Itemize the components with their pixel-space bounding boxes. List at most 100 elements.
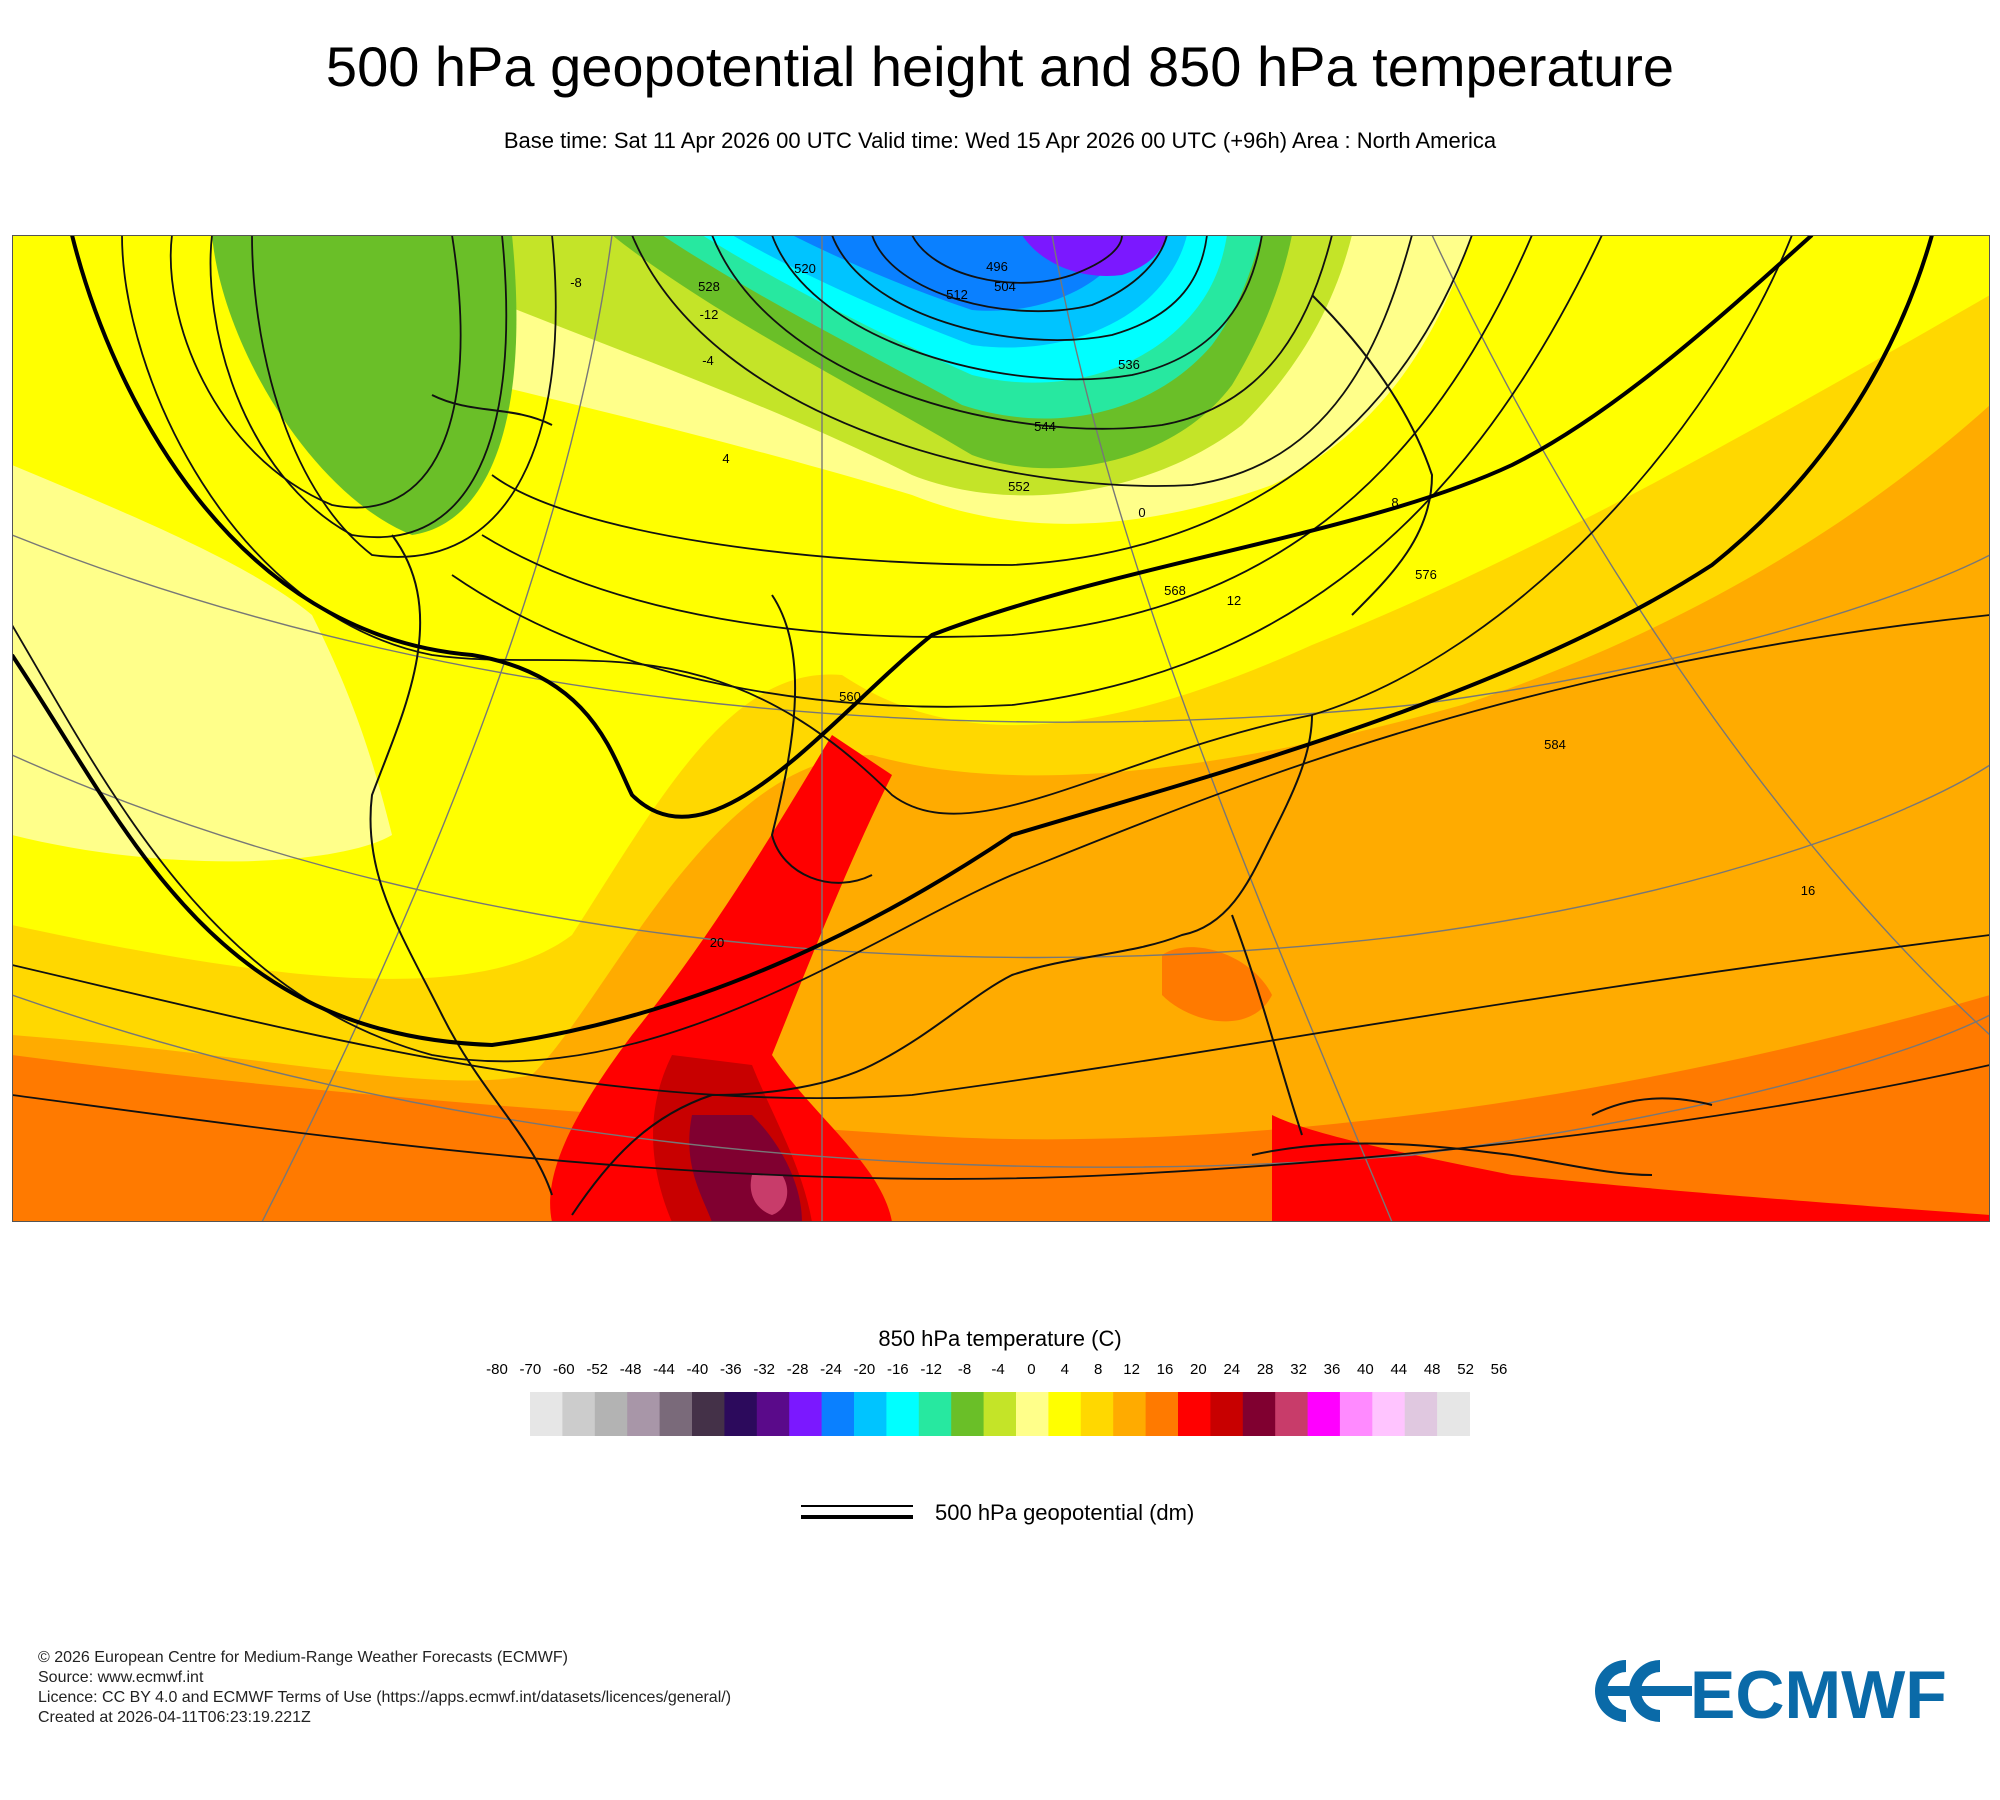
colorbar-tick: -12 <box>920 1361 942 1378</box>
colorbar-swatch <box>983 1392 1017 1436</box>
footer-created: Created at 2026-04-11T06:23:19.221Z <box>38 1709 311 1726</box>
temp-label-0: 0 <box>1138 505 1145 520</box>
height-label-512: 512 <box>946 287 968 302</box>
contour-legend-line <box>801 1505 913 1519</box>
colorbar-tick: 44 <box>1390 1361 1407 1378</box>
ecmwf-logo-text: ECMWF <box>1690 1657 1947 1726</box>
temp-band-20b <box>1272 1115 1990 1222</box>
colorbar-swatch <box>1210 1392 1244 1436</box>
colorbar-swatch <box>1113 1392 1147 1436</box>
temp-label-m12: -12 <box>700 307 719 322</box>
colorbar-tick: 48 <box>1424 1361 1441 1378</box>
colorbar-swatch <box>821 1392 855 1436</box>
colorbar-swatch <box>1404 1392 1438 1436</box>
colorbar-tick: -70 <box>520 1361 542 1378</box>
height-label-560: 560 <box>839 689 861 704</box>
height-label-552: 552 <box>1008 479 1030 494</box>
colorbar-tick: 4 <box>1061 1361 1069 1378</box>
height-label-528: 528 <box>698 279 720 294</box>
colorbar-swatch <box>1437 1392 1470 1436</box>
colorbar-tick: 32 <box>1290 1361 1307 1378</box>
colorbar-tick: 24 <box>1223 1361 1240 1378</box>
temp-label-16: 16 <box>1801 883 1815 898</box>
colorbar-tick: -52 <box>586 1361 608 1378</box>
chart-subtitle: Base time: Sat 11 Apr 2026 00 UTC Valid … <box>503 128 1497 153</box>
colorbar-tick: -32 <box>753 1361 775 1378</box>
contour-legend-label: 500 hPa geopotential (dm) <box>935 1500 1195 1525</box>
colorbar-tick: -36 <box>720 1361 742 1378</box>
colorbar-tick: -48 <box>620 1361 642 1378</box>
chart-title: 500 hPa geopotential height and 850 hPa … <box>325 35 1675 98</box>
temp-label-m4: -4 <box>702 353 714 368</box>
colorbar-tick: -80 <box>486 1361 508 1378</box>
colorbar-swatch <box>1307 1392 1341 1436</box>
colorbar-tick: -24 <box>820 1361 842 1378</box>
footer-source: Source: www.ecmwf.int <box>38 1669 204 1686</box>
colorbar-swatch <box>1048 1392 1082 1436</box>
map-labels: 496 504 512 520 528 536 544 552 560 568 … <box>570 259 1815 950</box>
colorbar-swatch <box>1372 1392 1406 1436</box>
colorbar-swatch <box>756 1392 790 1436</box>
colorbar-swatch <box>1080 1392 1114 1436</box>
colorbar-swatch <box>854 1392 887 1436</box>
temp-label-8: 8 <box>1391 495 1398 510</box>
temp-band-8 <box>12 235 1990 979</box>
colorbar-tick: -8 <box>958 1361 971 1378</box>
colorbar-swatch <box>789 1392 823 1436</box>
footer-copyright: © 2026 European Centre for Medium-Range … <box>38 1649 568 1666</box>
temp-band-20 <box>550 735 892 1222</box>
temp-label-20: 20 <box>710 935 724 950</box>
colorbar-tick: 40 <box>1357 1361 1374 1378</box>
forecast-map: 496 504 512 520 528 536 544 552 560 568 … <box>12 235 1990 1222</box>
colorbar-swatch <box>1145 1392 1179 1436</box>
height-label-520: 520 <box>794 261 816 276</box>
colorbar-swatch <box>659 1392 693 1436</box>
temp-label-12: 12 <box>1227 593 1241 608</box>
temp-band-20c <box>1162 947 1272 1022</box>
height-label-544: 544 <box>1034 419 1056 434</box>
colorbar-swatch <box>1016 1392 1049 1436</box>
colorbar-tick: 28 <box>1257 1361 1274 1378</box>
ecmwf-logo: ECMWF <box>1594 1657 1947 1726</box>
height-label-536: 536 <box>1118 357 1140 372</box>
colorbar-tick: 36 <box>1324 1361 1341 1378</box>
colorbar-tick: -60 <box>553 1361 575 1378</box>
colorbar-swatch <box>886 1392 920 1436</box>
colorbar-tick: -4 <box>991 1361 1004 1378</box>
temp-band-16 <box>12 995 1990 1222</box>
temp-band-32 <box>750 1175 788 1215</box>
temperature-colorbar: -80 -70 -60 -52 -48 -44 -40 -36 -32 -28 -24 -20 -16-… <box>486 1361 1507 1436</box>
colorbar-swatch <box>562 1392 596 1436</box>
temp-band-m4 <box>212 235 517 535</box>
colorbar-swatch <box>530 1392 563 1436</box>
colorbar-swatch <box>1242 1392 1276 1436</box>
colorbar-swatch <box>627 1392 661 1436</box>
colorbar-swatch <box>724 1392 758 1436</box>
colorbar-tick: -20 <box>854 1361 876 1378</box>
colorbar-tick: 12 <box>1123 1361 1140 1378</box>
height-label-496: 496 <box>986 259 1008 274</box>
temp-band-m24 <box>1022 235 1167 276</box>
colorbar-tick: -28 <box>787 1361 809 1378</box>
height-contour-bold <box>12 235 1934 1048</box>
colorbar-swatch <box>594 1392 628 1436</box>
colorbar-tick: 52 <box>1457 1361 1474 1378</box>
colorbar-tick: 16 <box>1157 1361 1174 1378</box>
height-label-584: 584 <box>1544 737 1566 752</box>
colorbar-swatch <box>1178 1392 1211 1436</box>
colorbar-swatch <box>1275 1392 1309 1436</box>
colorbar-swatch <box>692 1392 725 1436</box>
temp-label-m8: -8 <box>570 275 582 290</box>
height-label-576: 576 <box>1415 567 1437 582</box>
colorbar-title: 850 hPa temperature (C) <box>878 1326 1122 1351</box>
height-label-568: 568 <box>1164 583 1186 598</box>
colorbar-tick: 8 <box>1094 1361 1102 1378</box>
height-label-504: 504 <box>994 279 1016 294</box>
colorbar-tick: 0 <box>1027 1361 1035 1378</box>
temp-label-4: 4 <box>722 451 729 466</box>
colorbar-tick: 20 <box>1190 1361 1207 1378</box>
colorbar-swatch <box>918 1392 952 1436</box>
footer-licence: Licence: CC BY 4.0 and ECMWF Terms of Us… <box>38 1689 732 1706</box>
footer: © 2026 European Centre for Medium-Range … <box>38 1648 731 1728</box>
height-contours <box>12 235 1990 1180</box>
